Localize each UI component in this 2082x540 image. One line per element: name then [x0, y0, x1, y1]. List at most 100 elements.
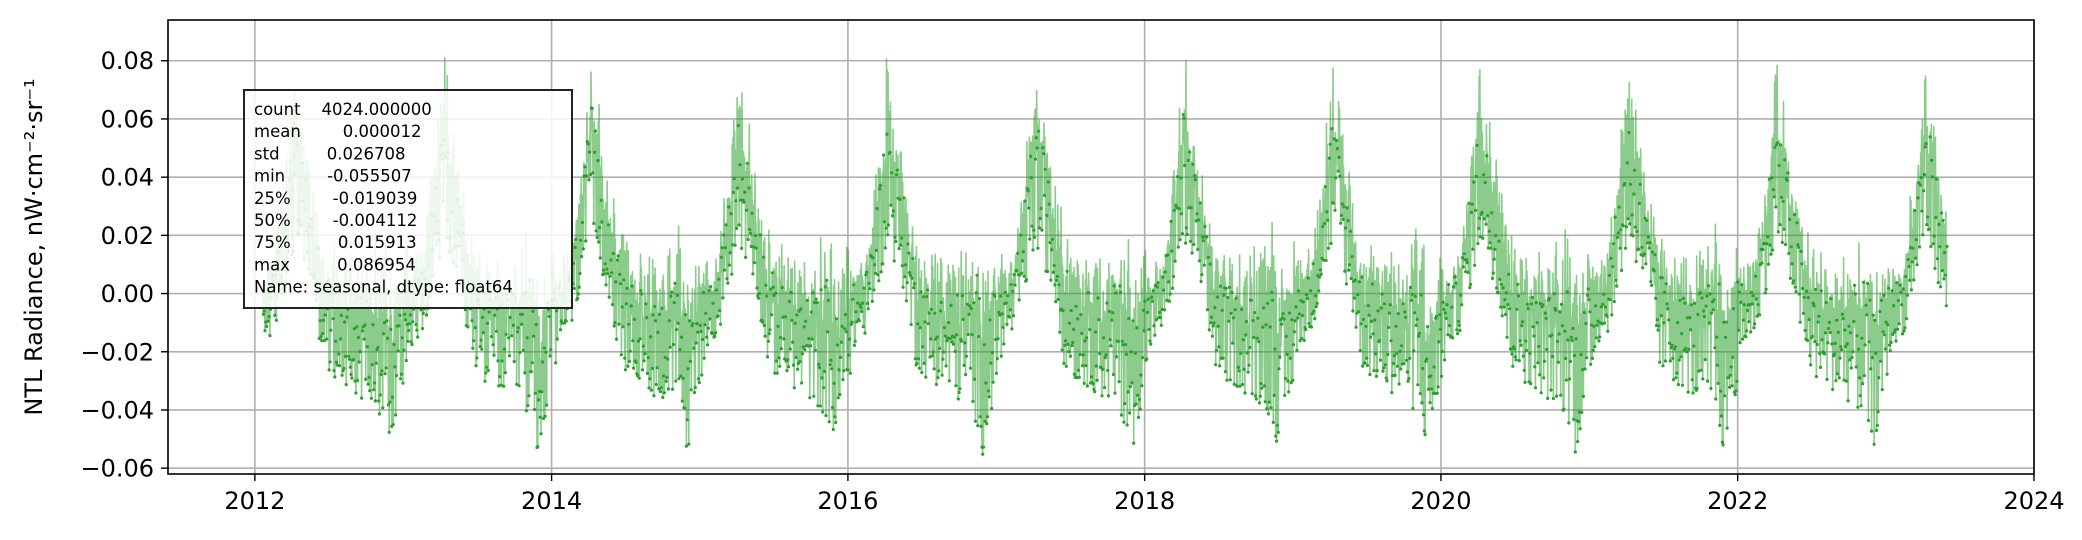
data-point: [1443, 311, 1447, 315]
data-point: [1642, 252, 1646, 256]
data-point: [1387, 311, 1391, 315]
data-point: [1600, 322, 1604, 326]
data-point: [1747, 320, 1751, 324]
data-point: [347, 357, 351, 361]
data-point: [1938, 245, 1942, 249]
data-point: [1792, 279, 1796, 283]
data-point: [1551, 396, 1555, 401]
data-point: [1228, 378, 1232, 382]
data-point: [943, 334, 947, 338]
data-point: [659, 386, 663, 390]
data-point: [1555, 339, 1560, 343]
data-point: [770, 271, 775, 275]
data-point: [614, 280, 618, 284]
data-point: [1699, 368, 1703, 372]
data-point: [1700, 296, 1704, 300]
data-point: [1536, 361, 1540, 365]
data-point: [826, 298, 831, 302]
data-point: [968, 304, 972, 308]
data-point: [1236, 384, 1240, 388]
data-point: [483, 379, 487, 383]
data-point: [1378, 358, 1383, 362]
data-point: [582, 174, 586, 178]
data-point: [1749, 330, 1753, 334]
data-point: [399, 377, 403, 381]
data-point: [1680, 332, 1684, 336]
data-point: [1660, 276, 1664, 280]
data-point: [1205, 235, 1209, 239]
data-point: [787, 299, 792, 304]
data-point: [1788, 276, 1792, 280]
data-point: [1106, 368, 1110, 373]
data-point: [946, 336, 950, 340]
data-point: [1109, 344, 1113, 348]
data-point: [1525, 302, 1529, 306]
data-point: [507, 336, 511, 340]
data-point: [1108, 338, 1112, 342]
data-point: [909, 322, 913, 327]
data-point: [579, 238, 583, 242]
data-point: [1106, 394, 1111, 398]
data-point: [1357, 280, 1361, 284]
data-point: [928, 355, 932, 359]
statistics-line: mean 0.000012: [254, 122, 421, 141]
data-point: [1395, 364, 1400, 368]
data-point: [1608, 298, 1612, 302]
data-point: [749, 244, 753, 249]
data-point: [1098, 352, 1102, 356]
data-point: [1310, 312, 1314, 316]
data-point: [629, 304, 633, 308]
data-point: [1781, 199, 1785, 203]
data-point: [1451, 285, 1456, 289]
data-point: [882, 153, 886, 157]
data-point: [1922, 173, 1926, 177]
data-point: [1220, 308, 1224, 312]
data-point: [1256, 316, 1260, 320]
data-point: [1286, 379, 1290, 383]
data-point: [1390, 391, 1394, 395]
data-point: [1478, 235, 1482, 239]
data-point: [800, 352, 805, 356]
data-point: [873, 271, 878, 275]
data-point: [1061, 308, 1065, 313]
data-point: [899, 243, 903, 247]
data-point: [1717, 282, 1721, 286]
data-point: [1529, 382, 1533, 386]
data-point: [1875, 423, 1879, 428]
data-point: [1447, 282, 1451, 287]
data-point: [1442, 307, 1446, 311]
data-point: [1141, 308, 1145, 312]
data-point: [775, 371, 779, 375]
data-point: [940, 373, 944, 377]
data-point: [1466, 270, 1470, 274]
data-point: [623, 356, 627, 360]
data-point: [1489, 246, 1493, 250]
data-point: [679, 335, 684, 339]
data-point: [1787, 252, 1791, 256]
series-seasonal: [261, 57, 1949, 456]
data-point: [1581, 368, 1585, 372]
data-point: [1737, 290, 1741, 294]
data-point: [1279, 322, 1283, 326]
data-point: [879, 270, 883, 274]
data-point: [1615, 284, 1619, 288]
data-point: [1857, 347, 1861, 351]
data-point: [873, 263, 877, 267]
data-point: [262, 309, 266, 313]
data-point: [1013, 283, 1017, 287]
data-point: [818, 404, 822, 408]
data-point: [1824, 301, 1828, 305]
data-point: [1397, 382, 1401, 386]
data-point: [1766, 262, 1771, 266]
data-point: [382, 321, 386, 325]
data-point: [1845, 342, 1849, 346]
data-point: [1046, 180, 1050, 184]
data-point: [1559, 302, 1564, 306]
data-point: [478, 344, 482, 349]
data-point: [1323, 185, 1327, 189]
data-point: [1287, 390, 1291, 394]
data-point: [333, 375, 337, 379]
data-point: [858, 303, 862, 307]
data-point: [1716, 381, 1720, 385]
data-point: [1261, 325, 1265, 329]
